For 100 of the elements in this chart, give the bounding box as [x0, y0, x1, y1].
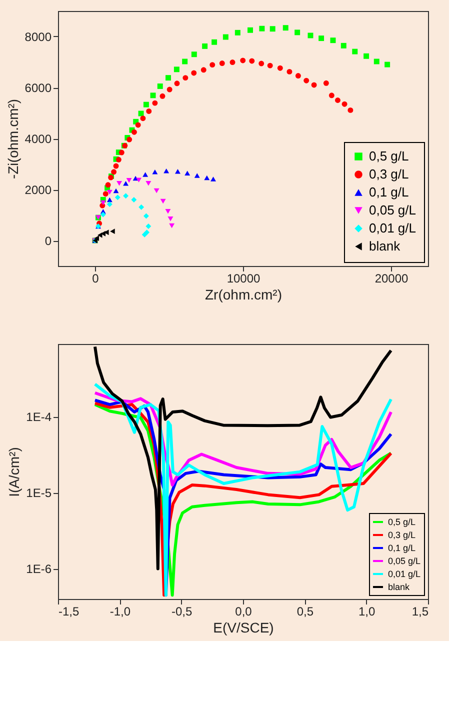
point	[146, 181, 152, 186]
point	[113, 188, 119, 194]
point	[116, 156, 122, 162]
point	[182, 58, 188, 64]
y-axis-title: -Zi(ohm.cm²)	[4, 98, 21, 180]
point	[270, 26, 276, 32]
point	[154, 188, 160, 194]
point	[308, 32, 314, 38]
legend-label: 0,05 g/L	[388, 556, 421, 566]
point	[249, 58, 255, 64]
point	[222, 34, 228, 40]
point	[105, 182, 111, 188]
point	[131, 196, 137, 202]
point	[110, 228, 115, 234]
point	[342, 101, 348, 107]
y-tick-label: 1E-6	[26, 562, 52, 576]
legend-label: 0,05 g/L	[369, 202, 416, 218]
legend-label: 0,5 g/L	[369, 148, 409, 164]
point	[157, 83, 163, 89]
x-axis-title: E(V/SCE)	[213, 620, 274, 636]
x-tick-label: -1,5	[58, 604, 80, 618]
legend-label: blank	[369, 238, 401, 254]
point	[123, 193, 129, 199]
point	[210, 62, 216, 68]
point	[200, 67, 206, 73]
point	[136, 178, 142, 182]
point	[267, 62, 273, 68]
legend-label: 0,01 g/L	[388, 569, 421, 579]
point	[295, 73, 301, 79]
point	[146, 108, 152, 114]
y-tick-label: 8000	[24, 30, 52, 44]
point	[348, 107, 354, 113]
point	[118, 150, 124, 156]
point	[150, 92, 156, 98]
point	[340, 42, 346, 48]
point	[259, 26, 265, 32]
point	[106, 190, 112, 195]
point	[318, 36, 324, 42]
x-tick-label: 1,5	[412, 604, 429, 618]
point	[143, 102, 149, 108]
point	[168, 216, 174, 222]
point	[100, 200, 106, 206]
y-tick-label: 4000	[24, 132, 52, 146]
point	[135, 122, 141, 128]
x-tick-label: 0	[92, 272, 100, 286]
legend-label: blank	[388, 582, 410, 592]
point	[111, 169, 117, 175]
point	[174, 80, 180, 86]
x-tick-label: 1,0	[358, 604, 376, 618]
point	[277, 65, 283, 71]
point	[174, 66, 180, 72]
point	[374, 58, 380, 64]
y-tick-label: 6000	[24, 81, 52, 95]
point	[166, 75, 171, 81]
point	[114, 194, 120, 200]
y-axis-title: I(A/cm²)	[6, 447, 22, 497]
point	[352, 48, 358, 54]
x-tick-label: 0,0	[235, 604, 252, 618]
point	[282, 25, 288, 31]
point	[212, 39, 218, 45]
point	[142, 232, 148, 238]
point	[364, 53, 370, 59]
x-axis-title: Zr(ohm.cm²)	[205, 286, 282, 302]
point	[210, 176, 216, 182]
point	[106, 202, 112, 208]
point	[304, 78, 310, 84]
point	[240, 58, 246, 64]
point	[234, 30, 240, 36]
point	[126, 178, 132, 183]
point	[102, 191, 108, 197]
point	[384, 62, 390, 68]
point	[169, 223, 175, 228]
legend-label: 0,3 g/L	[369, 166, 409, 182]
point	[94, 235, 99, 241]
point	[311, 82, 317, 88]
x-tick-label: -0,5	[171, 604, 192, 618]
point	[152, 100, 158, 106]
y-tick-label: 0	[44, 234, 52, 248]
point	[146, 223, 152, 229]
point	[258, 60, 264, 66]
point	[330, 38, 336, 44]
point	[143, 213, 149, 219]
point	[140, 116, 146, 122]
legend-label: 0,5 g/L	[388, 517, 416, 527]
point	[182, 75, 188, 81]
point	[323, 80, 329, 86]
legend-label: 0,1 g/L	[388, 543, 416, 553]
point	[113, 163, 119, 169]
point	[194, 173, 200, 178]
point	[219, 60, 225, 66]
point	[116, 181, 122, 186]
point	[204, 175, 210, 180]
point	[164, 168, 170, 174]
point	[138, 204, 144, 210]
point	[286, 68, 292, 74]
y-tick-label: 1E-4	[26, 410, 52, 424]
x-tick-label: 10000	[226, 272, 261, 286]
point	[191, 70, 197, 76]
point	[230, 60, 236, 65]
legend-label: 0,01 g/L	[369, 220, 416, 236]
